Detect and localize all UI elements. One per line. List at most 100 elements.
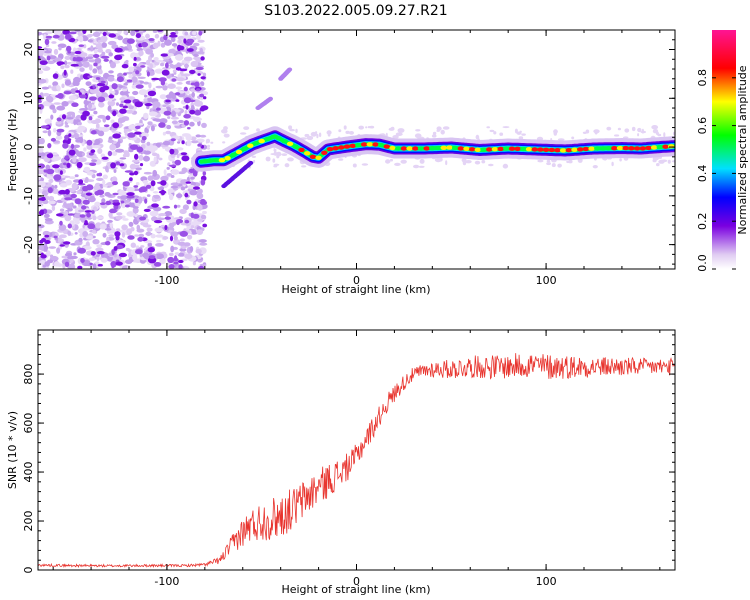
- snr-ticks: -100 0 100 0 200 400 600 800: [22, 330, 675, 588]
- noise-speck: [132, 206, 139, 209]
- faint-speck: [624, 128, 630, 133]
- faint-speck: [281, 153, 288, 157]
- ridge-bead: [298, 147, 305, 153]
- noise-blob: [184, 192, 189, 198]
- noise-speck: [170, 36, 176, 43]
- ridge-bead: [508, 146, 516, 151]
- noise-speck: [53, 102, 61, 105]
- noise-speck: [196, 192, 204, 200]
- noise-speck: [182, 106, 187, 109]
- noise-blob: [196, 88, 201, 92]
- noise-blob: [192, 170, 198, 177]
- noise-speck: [97, 69, 103, 75]
- noise-speck: [45, 184, 51, 187]
- noise-speck: [38, 82, 42, 86]
- noise-speck: [38, 227, 42, 232]
- noise-speck: [61, 83, 65, 89]
- noise-blob: [95, 77, 101, 80]
- ridge-bead: [400, 146, 408, 151]
- noise-speck: [138, 233, 145, 238]
- noise-speck: [92, 215, 97, 221]
- noise-speck: [175, 54, 184, 61]
- ridge-bead: [440, 145, 447, 150]
- noise-speck: [43, 249, 48, 252]
- faint-speck: [546, 159, 551, 163]
- noise-speck: [67, 266, 74, 269]
- noise-speck: [154, 68, 164, 74]
- noise-blob: [133, 185, 139, 188]
- noise-speck: [196, 229, 204, 236]
- noise-speck: [193, 56, 200, 61]
- noise-blob: [116, 76, 124, 83]
- spectrogram-marks: [38, 30, 675, 269]
- noise-blob: [119, 163, 125, 167]
- noise-blob: [199, 93, 205, 98]
- noise-blob: [170, 32, 176, 36]
- noise-blob: [170, 138, 176, 142]
- faint-speck: [318, 132, 322, 138]
- streak-mark: [287, 67, 293, 72]
- noise-speck: [201, 122, 207, 128]
- noise-speck: [143, 171, 152, 175]
- noise-speck: [191, 91, 195, 98]
- noise-speck: [132, 90, 139, 96]
- noise-blob: [169, 148, 175, 155]
- noise-speck: [51, 152, 58, 156]
- faint-speck: [352, 163, 357, 168]
- noise-blob: [91, 210, 95, 214]
- noise-speck: [59, 208, 65, 212]
- noise-blob: [112, 181, 118, 186]
- noise-blob: [86, 139, 93, 146]
- noise-blob: [181, 140, 185, 145]
- noise-speck: [82, 231, 89, 237]
- noise-speck: [153, 57, 159, 61]
- noise-speck: [107, 105, 112, 112]
- faint-speck: [394, 162, 401, 166]
- faint-speck: [551, 163, 556, 168]
- noise-blob: [114, 231, 121, 237]
- noise-speck: [102, 232, 107, 238]
- noise-blob: [126, 192, 135, 196]
- ridge-bead: [451, 145, 459, 151]
- noise-blob: [186, 199, 192, 205]
- noise-speck: [74, 213, 82, 219]
- faint-speck: [593, 129, 600, 134]
- ridge-bead: [355, 142, 362, 148]
- noise-speck: [72, 205, 77, 209]
- noise-speck: [179, 208, 187, 215]
- ridge-bead: [406, 146, 413, 151]
- noise-speck: [146, 227, 153, 232]
- noise-speck: [171, 120, 178, 125]
- noise-speck: [142, 180, 149, 184]
- noise-speck: [110, 119, 115, 124]
- noise-blob: [107, 150, 113, 157]
- noise-speck: [79, 67, 85, 72]
- noise-speck: [135, 245, 140, 249]
- noise-blob: [185, 104, 189, 110]
- noise-speck: [124, 199, 130, 203]
- noise-blob: [119, 108, 127, 114]
- noise-blob: [59, 220, 63, 226]
- noise-blob: [108, 94, 115, 99]
- noise-speck: [151, 59, 155, 63]
- faint-speck: [606, 126, 612, 131]
- noise-speck: [126, 211, 136, 217]
- ridge-bead: [531, 147, 538, 152]
- ridge-bead: [565, 148, 572, 153]
- noise-blob: [77, 265, 83, 269]
- noise-blob: [38, 55, 41, 59]
- noise-blob: [90, 251, 96, 256]
- noise-blob: [38, 46, 43, 49]
- faint-speck: [390, 126, 395, 131]
- noise-speck: [184, 196, 188, 201]
- noise-speck: [171, 92, 177, 100]
- figure-title: S103.2022.005.09.27.R21: [264, 3, 447, 19]
- noise-speck: [102, 174, 109, 180]
- noise-speck: [80, 74, 84, 80]
- noise-blob: [78, 94, 87, 99]
- noise-speck: [44, 218, 53, 222]
- ridge-bead: [230, 152, 237, 158]
- noise-speck: [162, 67, 171, 70]
- noise-speck: [85, 81, 92, 86]
- noise-blob: [190, 212, 194, 219]
